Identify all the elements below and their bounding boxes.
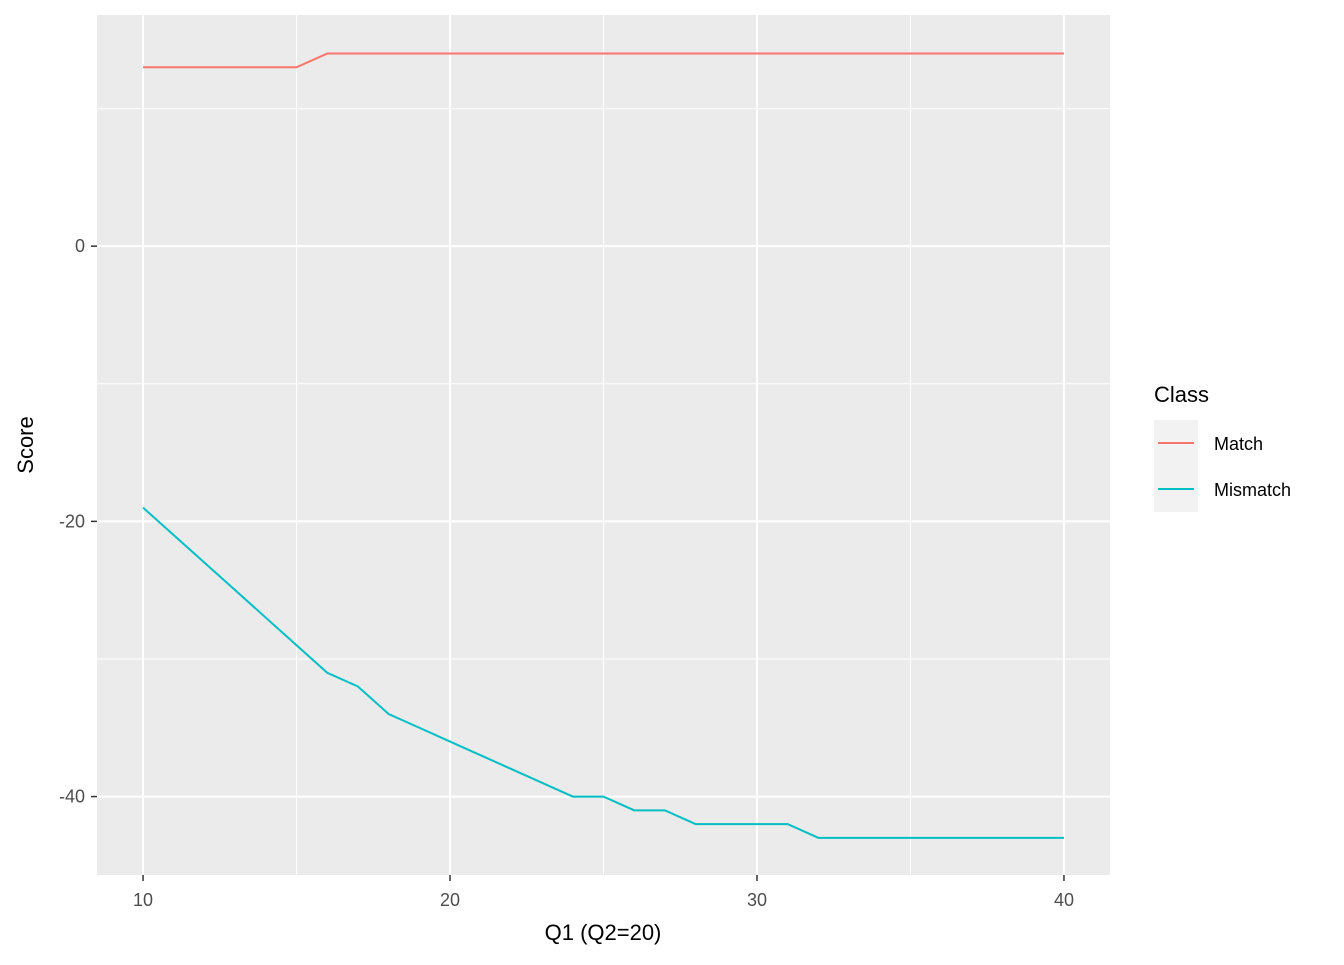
series-line-match [143, 52, 1064, 69]
legend: Class Match Mismatch [1154, 382, 1291, 512]
y-axis-label: Score [13, 416, 38, 473]
series-lines [142, 52, 1064, 839]
y-tick-label: -40 [59, 787, 85, 807]
axes: 10 20 30 40 0 -20 -40 [59, 236, 1074, 910]
grid-major [97, 15, 1110, 875]
y-tick-label: 0 [75, 236, 85, 256]
series-line-mismatch [142, 506, 1064, 839]
legend-label: Match [1214, 434, 1263, 454]
legend-label: Mismatch [1214, 480, 1291, 500]
x-tick-label: 30 [747, 890, 767, 910]
y-tick-label: -20 [59, 511, 85, 531]
x-tick-label: 40 [1054, 890, 1074, 910]
x-axis-label: Q1 (Q2=20) [545, 920, 662, 945]
grid-minor [97, 15, 1110, 875]
x-tick-label: 20 [440, 890, 460, 910]
x-tick-label: 10 [133, 890, 153, 910]
legend-title: Class [1154, 382, 1209, 407]
